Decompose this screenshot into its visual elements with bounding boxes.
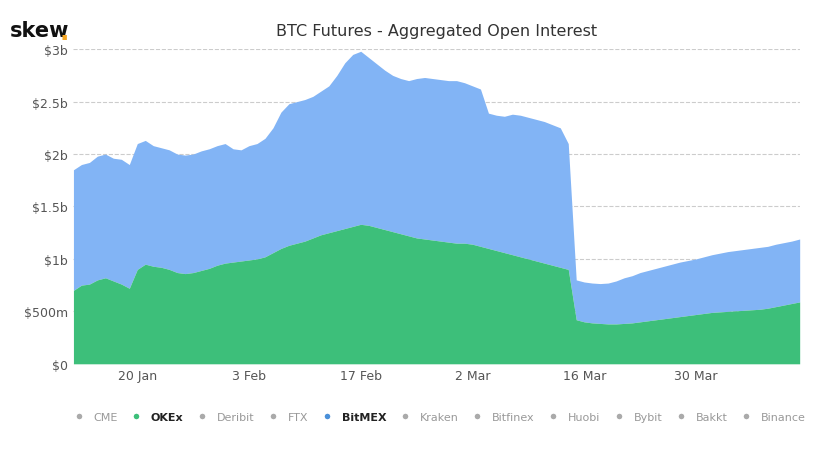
Text: .: . [60, 20, 69, 45]
Title: BTC Futures - Aggregated Open Interest: BTC Futures - Aggregated Open Interest [276, 24, 597, 39]
Legend: CME, OKEx, Deribit, FTX, BitMEX, Kraken, Bitfinex, Huobi, Bybit, Bakkt, Binance: CME, OKEx, Deribit, FTX, BitMEX, Kraken,… [63, 407, 810, 426]
Text: skew: skew [10, 20, 69, 40]
